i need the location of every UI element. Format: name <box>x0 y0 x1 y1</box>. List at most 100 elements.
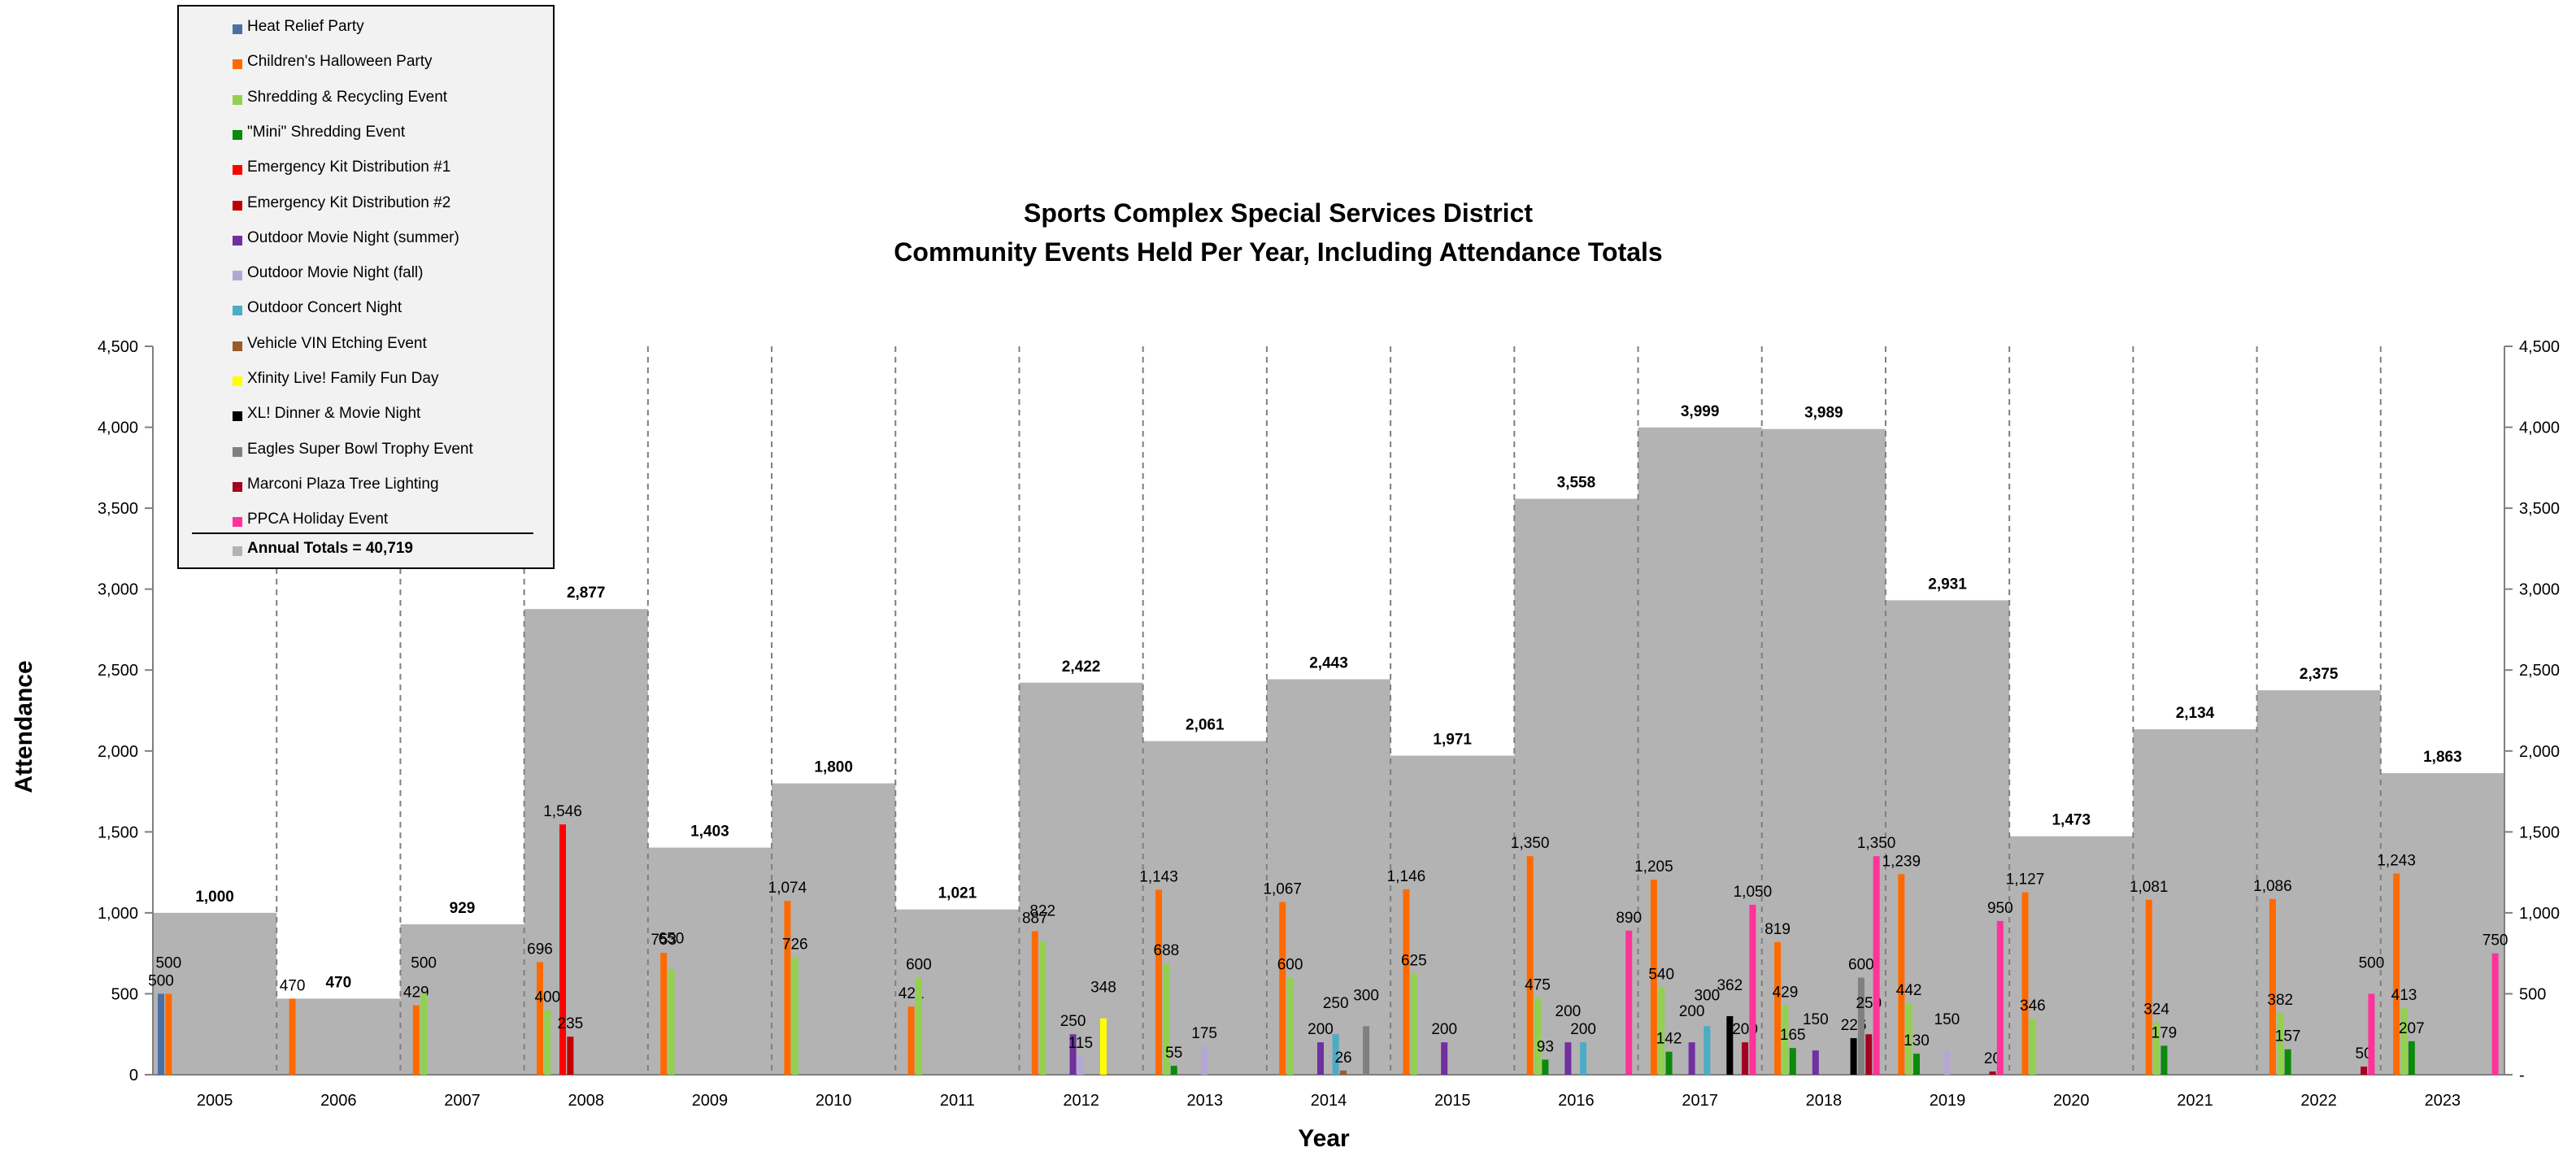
event-bar <box>1704 1026 1711 1075</box>
event-value-label: 1,243 <box>2377 853 2416 870</box>
event-value-label: 179 <box>2152 1024 2178 1041</box>
event-bar <box>1441 1042 1448 1075</box>
event-value-label: 382 <box>2267 992 2293 1009</box>
total-label-2008: 2,877 <box>567 585 606 602</box>
legend-swatch <box>233 517 242 528</box>
event-value-label: 1,239 <box>1882 853 1921 870</box>
legend: Heat Relief Party Children's Halloween Pa… <box>177 5 555 569</box>
y-tick-label: 4,500 <box>98 338 138 356</box>
event-bar <box>1812 1050 1819 1075</box>
event-value-label: 600 <box>1848 957 1874 974</box>
event-bar <box>289 998 296 1075</box>
legend-item: Heat Relief Party <box>233 18 364 41</box>
event-value-label: 887 <box>1022 910 1048 927</box>
total-bar-2006 <box>276 998 401 1075</box>
legend-label: XL! Dinner & Movie Night <box>247 405 421 423</box>
right-y-tick-label: - <box>2519 1067 2525 1084</box>
event-bar <box>1077 1056 1084 1075</box>
event-value-label: 175 <box>1191 1025 1217 1042</box>
legend-item: XL! Dinner & Movie Night <box>233 405 421 428</box>
event-value-label: 429 <box>1773 984 1799 1002</box>
event-value-label: 750 <box>2482 932 2509 950</box>
event-value-label: 1,146 <box>1387 868 1426 885</box>
event-value-label: 200 <box>1308 1021 1334 1038</box>
legend-swatch <box>233 235 242 246</box>
event-value-label: 324 <box>2143 1001 2169 1018</box>
event-value-label: 600 <box>906 957 932 974</box>
event-bar <box>1410 973 1417 1075</box>
event-bar <box>1774 941 1782 1075</box>
x-tick-label: 2010 <box>816 1092 852 1110</box>
right-y-tick-label: 2,000 <box>2519 743 2560 761</box>
event-bar <box>1865 1034 1873 1075</box>
event-bar <box>536 962 543 1075</box>
y-tick-label: 3,500 <box>98 500 138 518</box>
legend-label: Vehicle VIN Etching Event <box>247 334 427 352</box>
event-bar <box>2368 993 2375 1075</box>
event-value-label: 475 <box>1525 976 1551 993</box>
legend-item: Children's Halloween Party <box>233 53 433 76</box>
legend-label: PPCA Holiday Event <box>247 511 389 528</box>
x-tick-label: 2009 <box>692 1092 729 1110</box>
legend-swatch <box>233 59 242 70</box>
legend-swatch <box>233 446 242 457</box>
event-value-label: 200 <box>1679 1003 1705 1020</box>
y-tick-label: 500 <box>111 985 138 1003</box>
event-bar <box>158 993 164 1075</box>
legend-swatch <box>233 546 242 556</box>
y-tick-label: 3,000 <box>98 581 138 599</box>
x-tick-label: 2014 <box>1311 1092 1347 1110</box>
event-bar <box>660 953 668 1075</box>
event-value-label: 1,050 <box>1734 884 1773 901</box>
total-label-2016: 3,558 <box>1557 475 1596 492</box>
event-value-label: 200 <box>1431 1021 1457 1038</box>
event-value-label: 650 <box>659 931 685 948</box>
event-value-label: 346 <box>2020 997 2046 1015</box>
legend-item: Marconi Plaza Tree Lighting <box>233 476 439 498</box>
total-label-2015: 1,971 <box>1433 732 1472 749</box>
x-tick-label: 2008 <box>568 1092 604 1110</box>
event-value-label: 1,350 <box>1511 835 1550 852</box>
event-value-label: 362 <box>1717 977 1743 994</box>
event-bar <box>2029 1019 2036 1075</box>
event-value-label: 890 <box>1616 910 1642 927</box>
event-value-label: 115 <box>1068 1035 1093 1052</box>
x-tick-label: 2006 <box>320 1092 357 1110</box>
x-tick-label: 2005 <box>197 1092 233 1110</box>
event-bar <box>668 969 675 1075</box>
event-value-label: 1,127 <box>2006 871 2045 889</box>
legend-label: Heat Relief Party <box>247 18 364 35</box>
x-tick-label: 2015 <box>1434 1092 1471 1110</box>
event-bar <box>1905 1002 1912 1075</box>
total-label-2011: 1,021 <box>938 885 977 902</box>
event-bar <box>1363 1026 1370 1075</box>
event-bar <box>1996 920 2004 1075</box>
event-value-label: 235 <box>558 1015 584 1032</box>
event-bar <box>1943 1050 1951 1075</box>
event-bar <box>544 1010 551 1075</box>
legend-item: Vehicle VIN Etching Event <box>233 334 427 358</box>
y-axis-title: Attendance <box>11 660 37 793</box>
event-bar <box>1873 856 1880 1075</box>
event-bar <box>1912 1054 1920 1075</box>
total-label-2006: 470 <box>325 974 351 991</box>
event-value-label: 688 <box>1154 942 1180 959</box>
event-value-label: 250 <box>1060 1013 1086 1030</box>
legend-swatch <box>233 271 242 281</box>
x-tick-label: 2020 <box>2053 1092 2090 1110</box>
event-value-label: 130 <box>1904 1032 1930 1050</box>
right-y-tick-label: 4,500 <box>2519 338 2560 356</box>
event-bar <box>1031 931 1038 1075</box>
legend-item: "Mini" Shredding Event <box>233 124 405 146</box>
total-bar-2017 <box>1638 427 1762 1075</box>
legend-swatch <box>233 24 242 34</box>
legend-item: PPCA Holiday Event <box>233 511 389 533</box>
x-tick-label: 2023 <box>2425 1092 2461 1110</box>
event-value-label: 150 <box>1803 1011 1829 1028</box>
event-value-label: 540 <box>1648 966 1674 983</box>
event-value-label: 950 <box>1987 900 2013 917</box>
event-bar <box>1564 1042 1572 1075</box>
event-bar <box>1534 997 1542 1075</box>
total-bar-2022 <box>2256 690 2381 1075</box>
event-bar <box>1658 987 1665 1075</box>
